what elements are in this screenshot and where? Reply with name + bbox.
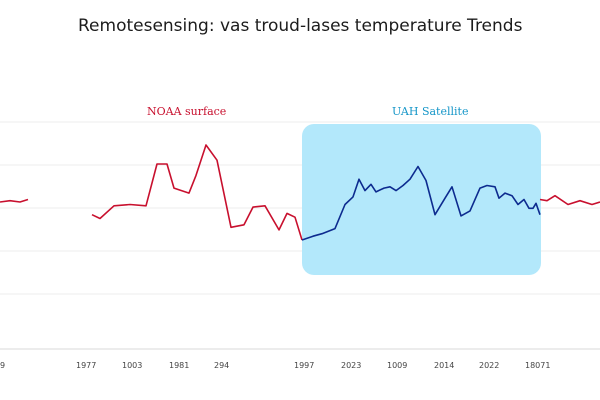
series-line-2-segment-0 bbox=[539, 194, 600, 206]
x-tick-label: 2022 bbox=[479, 361, 499, 370]
x-tick-label: 9 bbox=[0, 361, 5, 370]
x-tick-label: 294 bbox=[214, 361, 229, 370]
x-tick-label: 2023 bbox=[341, 361, 361, 370]
noaa-series-label: NOAA surface bbox=[147, 105, 226, 118]
x-tick-labels: 9 1977 1003 1981 294 1997 2023 1009 2014… bbox=[0, 361, 550, 370]
series-layer bbox=[0, 144, 600, 241]
x-tick-label: 1003 bbox=[122, 361, 142, 370]
series-line-1-segment-0 bbox=[301, 165, 541, 241]
x-tick-label: 2014 bbox=[434, 361, 454, 370]
series-line-0-segment-1 bbox=[91, 144, 303, 241]
uah-series-label: UAH Satellite bbox=[392, 105, 468, 118]
grid-lines bbox=[0, 121, 600, 350]
x-tick-label: 1981 bbox=[169, 361, 189, 370]
x-tick-label: 18071 bbox=[525, 361, 550, 370]
chart-title: Remotesensing: vas troud-lases temperatu… bbox=[78, 16, 523, 36]
series-line-0-segment-0 bbox=[0, 198, 29, 203]
uah-highlight-region bbox=[302, 124, 541, 275]
x-tick-label: 1997 bbox=[294, 361, 314, 370]
x-tick-label: 1009 bbox=[387, 361, 407, 370]
x-tick-label: 1977 bbox=[76, 361, 96, 370]
